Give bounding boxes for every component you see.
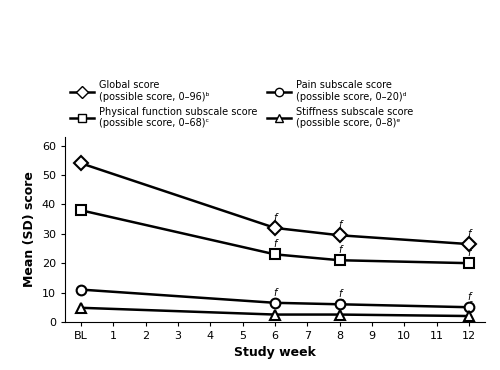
Text: f: f xyxy=(274,287,276,297)
Text: f: f xyxy=(338,289,342,299)
Text: f: f xyxy=(338,299,342,309)
X-axis label: Study week: Study week xyxy=(234,346,316,360)
Text: f: f xyxy=(467,229,470,239)
Text: f: f xyxy=(274,213,276,223)
Text: f: f xyxy=(467,301,470,311)
Legend: Global score
(possible score, 0–96)ᵇ, Physical function subscale score
(possible: Global score (possible score, 0–96)ᵇ, Ph… xyxy=(70,80,414,128)
Text: f: f xyxy=(274,239,276,249)
Text: f: f xyxy=(338,220,342,230)
Text: f: f xyxy=(274,299,276,309)
Y-axis label: Mean (SD) score: Mean (SD) score xyxy=(24,171,36,287)
Text: f: f xyxy=(338,245,342,255)
Text: f: f xyxy=(467,292,470,302)
Text: f: f xyxy=(467,248,470,258)
